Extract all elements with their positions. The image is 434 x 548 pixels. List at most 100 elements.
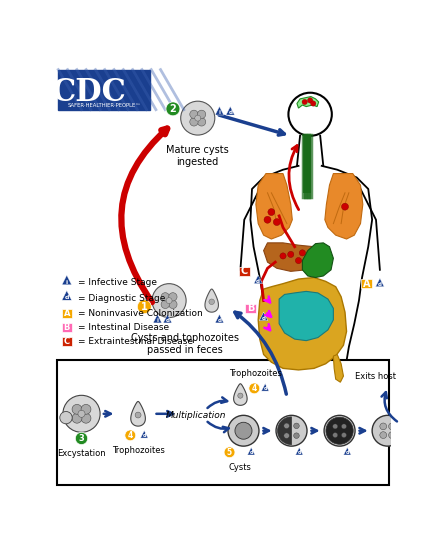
Text: 4: 4 <box>128 431 133 440</box>
Circle shape <box>189 110 197 118</box>
Circle shape <box>197 110 205 118</box>
Text: CDC: CDC <box>52 77 126 108</box>
Text: Multiplication: Multiplication <box>165 411 226 420</box>
Polygon shape <box>215 315 223 323</box>
Circle shape <box>310 101 315 106</box>
Text: = Intestinal Disease: = Intestinal Disease <box>77 323 168 332</box>
Polygon shape <box>324 174 362 239</box>
Circle shape <box>341 432 345 437</box>
Text: = Extraintestinal Disease: = Extraintestinal Disease <box>77 337 192 346</box>
Text: d: d <box>261 316 265 321</box>
Text: d: d <box>345 450 348 455</box>
Circle shape <box>78 410 85 418</box>
Circle shape <box>189 118 197 126</box>
Circle shape <box>135 412 141 418</box>
Text: 1: 1 <box>141 302 147 312</box>
Polygon shape <box>332 355 343 383</box>
Circle shape <box>180 101 214 135</box>
Circle shape <box>371 415 402 446</box>
Text: B: B <box>63 323 70 332</box>
FancyBboxPatch shape <box>62 337 72 346</box>
Circle shape <box>293 423 299 429</box>
Circle shape <box>151 284 186 317</box>
Text: i: i <box>218 110 220 115</box>
Circle shape <box>227 415 258 446</box>
Circle shape <box>283 433 289 438</box>
Polygon shape <box>391 448 398 455</box>
Text: 3: 3 <box>79 434 84 443</box>
FancyBboxPatch shape <box>62 323 72 332</box>
Circle shape <box>248 383 259 394</box>
Polygon shape <box>163 315 171 323</box>
Circle shape <box>279 253 286 259</box>
Text: 4: 4 <box>251 384 256 393</box>
Text: B: B <box>246 303 253 313</box>
FancyBboxPatch shape <box>58 70 149 110</box>
Circle shape <box>237 393 243 398</box>
Text: d: d <box>263 386 266 391</box>
Circle shape <box>168 293 177 301</box>
Polygon shape <box>204 289 218 312</box>
Polygon shape <box>375 278 383 287</box>
Circle shape <box>301 99 307 105</box>
Text: = Infective Stage: = Infective Stage <box>77 278 156 287</box>
Polygon shape <box>62 290 72 300</box>
Circle shape <box>287 252 293 258</box>
Circle shape <box>323 415 354 446</box>
Text: A: A <box>362 279 370 289</box>
Circle shape <box>341 203 348 210</box>
Circle shape <box>379 432 386 438</box>
Polygon shape <box>258 277 346 370</box>
Circle shape <box>72 413 82 423</box>
Text: SAFER·HEALTHIER·PEOPLE™: SAFER·HEALTHIER·PEOPLE™ <box>67 104 141 109</box>
Circle shape <box>379 423 386 430</box>
Circle shape <box>81 413 91 423</box>
Polygon shape <box>62 275 72 285</box>
Polygon shape <box>233 384 247 406</box>
Circle shape <box>295 258 301 264</box>
Text: d: d <box>228 110 232 115</box>
Polygon shape <box>225 106 234 115</box>
Polygon shape <box>140 431 148 438</box>
Text: i: i <box>66 279 68 284</box>
Circle shape <box>137 300 151 313</box>
Text: d: d <box>377 282 381 287</box>
Polygon shape <box>215 106 223 115</box>
FancyBboxPatch shape <box>56 360 388 486</box>
Circle shape <box>325 417 352 444</box>
Circle shape <box>234 423 251 439</box>
Text: C: C <box>63 337 70 346</box>
Circle shape <box>75 432 88 444</box>
Circle shape <box>273 219 279 226</box>
Polygon shape <box>259 312 267 321</box>
Text: d: d <box>64 295 69 300</box>
Text: d: d <box>142 433 146 438</box>
Circle shape <box>283 423 289 429</box>
Circle shape <box>388 432 395 438</box>
Text: Trophozoites: Trophozoites <box>229 369 282 378</box>
Text: Exits host: Exits host <box>355 372 395 381</box>
FancyBboxPatch shape <box>238 267 249 276</box>
Polygon shape <box>296 96 318 108</box>
Circle shape <box>72 404 82 414</box>
Polygon shape <box>343 448 350 455</box>
Circle shape <box>161 293 169 301</box>
Text: Cysts and tophozoites
passed in feces: Cysts and tophozoites passed in feces <box>130 333 238 355</box>
Polygon shape <box>153 315 161 323</box>
Polygon shape <box>131 402 145 426</box>
Circle shape <box>299 250 305 256</box>
FancyBboxPatch shape <box>361 279 371 288</box>
Circle shape <box>63 395 100 432</box>
Text: d: d <box>165 318 169 323</box>
Circle shape <box>208 299 214 305</box>
Circle shape <box>224 447 234 458</box>
Text: 5: 5 <box>227 448 232 457</box>
Text: = Noninvasive Colonization: = Noninvasive Colonization <box>77 309 202 318</box>
Wedge shape <box>277 417 291 444</box>
Circle shape <box>263 216 270 223</box>
Circle shape <box>166 102 180 116</box>
Polygon shape <box>279 292 332 341</box>
Circle shape <box>197 118 205 126</box>
Circle shape <box>388 423 395 430</box>
Circle shape <box>125 430 135 441</box>
